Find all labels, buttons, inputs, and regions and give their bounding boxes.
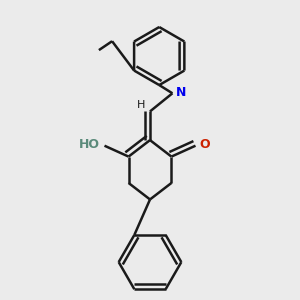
Text: H: H [136,100,145,110]
Text: N: N [176,86,187,99]
Text: HO: HO [79,138,100,151]
Text: O: O [200,138,210,151]
